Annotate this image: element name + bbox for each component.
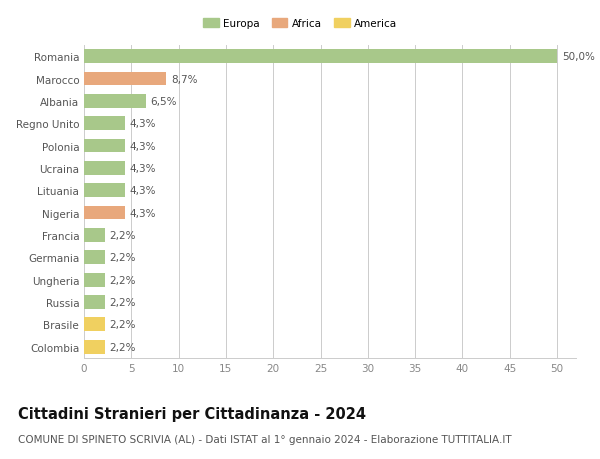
Bar bbox=[84, 140, 125, 153]
Bar bbox=[84, 340, 105, 354]
Text: 4,3%: 4,3% bbox=[130, 163, 156, 174]
Text: 4,3%: 4,3% bbox=[130, 141, 156, 151]
Bar bbox=[84, 50, 557, 64]
Bar bbox=[84, 206, 125, 220]
Bar bbox=[84, 73, 166, 86]
Bar bbox=[84, 296, 105, 309]
Bar bbox=[84, 95, 146, 108]
Bar bbox=[84, 162, 125, 175]
Bar bbox=[84, 229, 105, 242]
Legend: Europa, Africa, America: Europa, Africa, America bbox=[199, 14, 401, 33]
Bar bbox=[84, 184, 125, 198]
Bar bbox=[84, 117, 125, 131]
Text: 6,5%: 6,5% bbox=[150, 97, 177, 106]
Bar bbox=[84, 318, 105, 331]
Text: 2,2%: 2,2% bbox=[110, 319, 136, 330]
Text: 2,2%: 2,2% bbox=[110, 342, 136, 352]
Text: 4,3%: 4,3% bbox=[130, 186, 156, 196]
Text: Cittadini Stranieri per Cittadinanza - 2024: Cittadini Stranieri per Cittadinanza - 2… bbox=[18, 406, 366, 421]
Text: 8,7%: 8,7% bbox=[171, 74, 197, 84]
Text: 50,0%: 50,0% bbox=[562, 52, 595, 62]
Bar bbox=[84, 273, 105, 287]
Text: 4,3%: 4,3% bbox=[130, 119, 156, 129]
Text: 2,2%: 2,2% bbox=[110, 230, 136, 241]
Text: 2,2%: 2,2% bbox=[110, 253, 136, 263]
Text: COMUNE DI SPINETO SCRIVIA (AL) - Dati ISTAT al 1° gennaio 2024 - Elaborazione TU: COMUNE DI SPINETO SCRIVIA (AL) - Dati IS… bbox=[18, 434, 512, 444]
Bar bbox=[84, 251, 105, 264]
Text: 2,2%: 2,2% bbox=[110, 275, 136, 285]
Text: 2,2%: 2,2% bbox=[110, 297, 136, 307]
Text: 4,3%: 4,3% bbox=[130, 208, 156, 218]
